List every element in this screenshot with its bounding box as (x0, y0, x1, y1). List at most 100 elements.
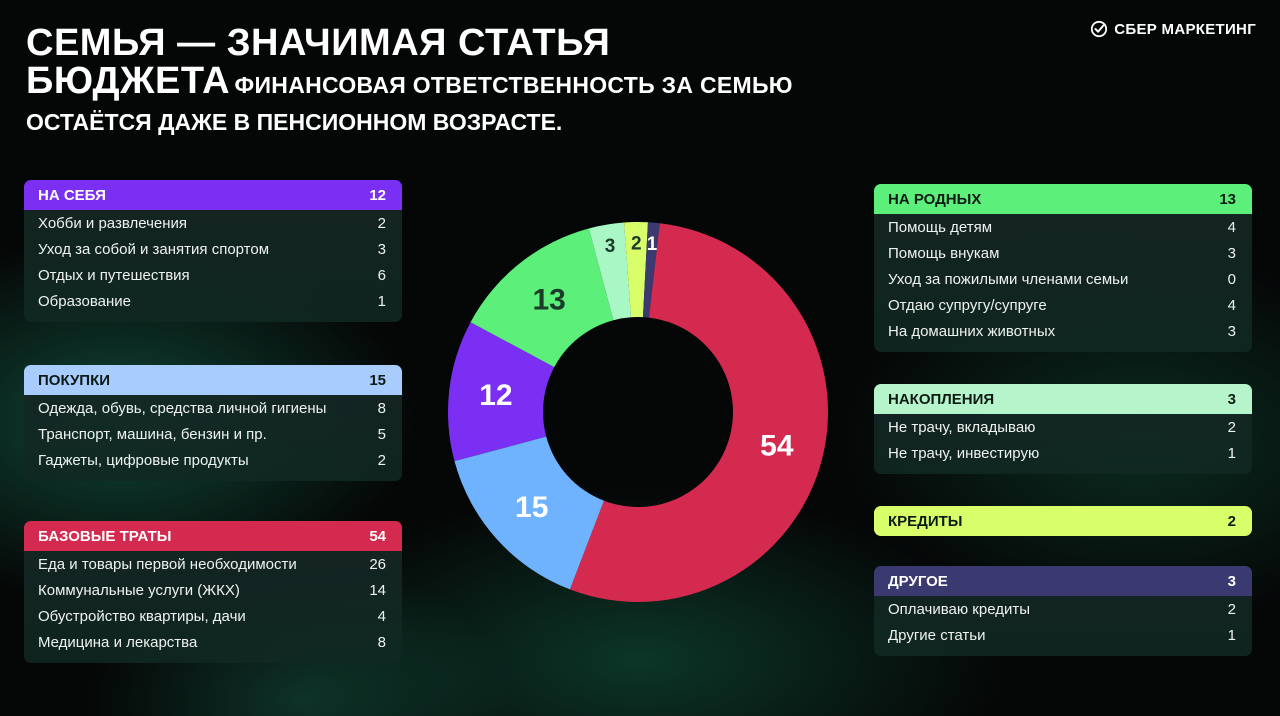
item-label: Отдаю супругу/супруге (888, 296, 1047, 314)
item-value: 14 (369, 581, 386, 599)
card-credits: КРЕДИТЫ 2 (874, 506, 1252, 536)
card-header-other: ДРУГОЕ 3 (874, 566, 1252, 596)
card-total: 54 (369, 527, 386, 545)
item-label: Обустройство квартиры, дачи (38, 607, 246, 625)
item-label: Не трачу, инвестирую (888, 444, 1040, 462)
card-header-savings: НАКОПЛЕНИЯ 3 (874, 384, 1252, 414)
item-label: Гаджеты, цифровые продукты (38, 451, 249, 469)
list-item: Другие статьи 1 (874, 622, 1252, 648)
list-item: Еда и товары первой необходимости 26 (24, 551, 402, 577)
card-header-relatives: НА РОДНЫХ 13 (874, 184, 1252, 214)
item-label: Оплачиваю кредиты (888, 600, 1031, 618)
slice-label: 1 (647, 234, 658, 255)
item-value: 26 (369, 555, 386, 573)
item-value: 1 (1227, 626, 1236, 644)
item-value: 1 (1227, 444, 1236, 462)
item-value: 8 (377, 399, 386, 417)
page-title: СЕМЬЯ — ЗНАЧИМАЯ СТАТЬЯ БЮДЖЕТА ФИНАНСОВ… (26, 24, 926, 136)
item-value: 5 (377, 425, 386, 443)
list-item: Одежда, обувь, средства личной гигиены 8 (24, 395, 402, 421)
card-title: ПОКУПКИ (38, 371, 111, 389)
donut-slice (569, 223, 828, 603)
item-label: Транспорт, машина, бензин и пр. (38, 425, 267, 443)
donut-slice (624, 222, 648, 318)
list-item: Хобби и развлечения 2 (24, 210, 402, 236)
card-header-purchases: ПОКУПКИ 15 (24, 365, 402, 395)
list-item: Помощь внукам 3 (874, 240, 1252, 266)
list-item: Транспорт, машина, бензин и пр. 5 (24, 421, 402, 447)
item-label: Отдых и путешествия (38, 266, 190, 284)
card-total: 12 (369, 186, 386, 204)
card-header-basic: БАЗОВЫЕ ТРАТЫ 54 (24, 521, 402, 551)
card-header-credits: КРЕДИТЫ 2 (874, 506, 1252, 536)
item-label: Хобби и развлечения (38, 214, 188, 232)
donut-slice (642, 222, 660, 318)
list-item: Уход за собой и занятия спортом 3 (24, 236, 402, 262)
list-item: Помощь детям 4 (874, 214, 1252, 240)
card-total: 2 (1227, 512, 1236, 530)
item-value: 2 (377, 451, 386, 469)
list-item: Гаджеты, цифровые продукты 2 (24, 447, 402, 473)
item-value: 8 (377, 633, 386, 651)
item-label: Еда и товары первой необходимости (38, 555, 297, 573)
slice-label: 3 (605, 236, 616, 257)
donut-slice (454, 436, 604, 590)
donut-slice (448, 322, 555, 462)
title-line-2-big: БЮДЖЕТА (26, 60, 231, 102)
card-relatives: НА РОДНЫХ 13 Помощь детям 4 Помощь внукам 3 Ух… (874, 184, 1252, 352)
donut-slice (470, 228, 614, 368)
title-line-3: ОСТАЁТСЯ ДАЖЕ В ПЕНСИОННОМ ВОЗРАСТЕ. (26, 109, 563, 135)
brand-logo: СБЕР МАРКЕТИНГ (1090, 20, 1256, 38)
list-item: Образование 1 (24, 288, 402, 314)
slice-label: 13 (532, 283, 565, 316)
card-total: 13 (1219, 190, 1236, 208)
item-value: 4 (1227, 218, 1236, 236)
card-purchases: ПОКУПКИ 15 Одежда, обувь, средства личной … (24, 365, 402, 481)
list-item: Отдых и путешествия 6 (24, 262, 402, 288)
sber-check-icon (1091, 20, 1108, 38)
item-label: Медицина и лекарства (38, 633, 198, 651)
list-item: Не трачу, вкладываю 2 (874, 414, 1252, 440)
donut-slice (588, 222, 632, 321)
item-value: 4 (1227, 296, 1236, 314)
item-value: 3 (1227, 322, 1236, 340)
card-total: 3 (1227, 572, 1236, 590)
card-title: НА РОДНЫХ (888, 190, 982, 208)
item-value: 3 (377, 240, 386, 258)
card-self: НА СЕБЯ 12 Хобби и развлечения 2 Уход за соб… (24, 180, 402, 322)
card-title: БАЗОВЫЕ ТРАТЫ (38, 527, 172, 545)
list-item: На домашних животных 3 (874, 318, 1252, 344)
card-header-self: НА СЕБЯ 12 (24, 180, 402, 210)
list-item: Не трачу, инвестирую 1 (874, 440, 1252, 466)
card-other: ДРУГОЕ 3 Оплачиваю кредиты 2 Другие статьи 1 (874, 566, 1252, 656)
list-item: Уход за пожилыми членами семьи 0 (874, 266, 1252, 292)
title-line-1: СЕМЬЯ — ЗНАЧИМАЯ СТАТЬЯ (26, 22, 611, 64)
list-item: Медицина и лекарства 8 (24, 629, 402, 655)
item-label: Другие статьи (888, 626, 986, 644)
card-savings: НАКОПЛЕНИЯ 3 Не трачу, вкладываю 2 Не трачу,… (874, 384, 1252, 474)
item-value: 1 (377, 292, 386, 310)
brand-name: СБЕР МАРКЕТИНГ (1114, 20, 1256, 38)
item-value: 2 (377, 214, 386, 232)
card-basic: БАЗОВЫЕ ТРАТЫ 54 Еда и товары первой необх… (24, 521, 402, 663)
item-label: Помощь детям (888, 218, 993, 236)
item-value: 0 (1227, 270, 1236, 288)
card-title: ДРУГОЕ (888, 572, 948, 590)
slice-label: 12 (479, 379, 512, 412)
list-item: Оплачиваю кредиты 2 (874, 596, 1252, 622)
card-total: 3 (1227, 390, 1236, 408)
card-title: НА СЕБЯ (38, 186, 106, 204)
item-label: Не трачу, вкладываю (888, 418, 1036, 436)
list-item: Отдаю супругу/супруге 4 (874, 292, 1252, 318)
title-line-2-small: ФИНАНСОВАЯ ОТВЕТСТВЕННОСТЬ ЗА СЕМЬЮ (234, 72, 793, 98)
list-item: Обустройство квартиры, дачи 4 (24, 603, 402, 629)
slice-label: 2 (631, 234, 642, 255)
item-label: Коммунальные услуги (ЖКХ) (38, 581, 240, 599)
item-value: 6 (377, 266, 386, 284)
item-label: На домашних животных (888, 322, 1056, 340)
list-item: Коммунальные услуги (ЖКХ) 14 (24, 577, 402, 603)
card-title: КРЕДИТЫ (888, 512, 963, 530)
slice-label: 15 (515, 491, 548, 524)
item-value: 2 (1227, 600, 1236, 618)
slice-label: 54 (760, 430, 794, 463)
